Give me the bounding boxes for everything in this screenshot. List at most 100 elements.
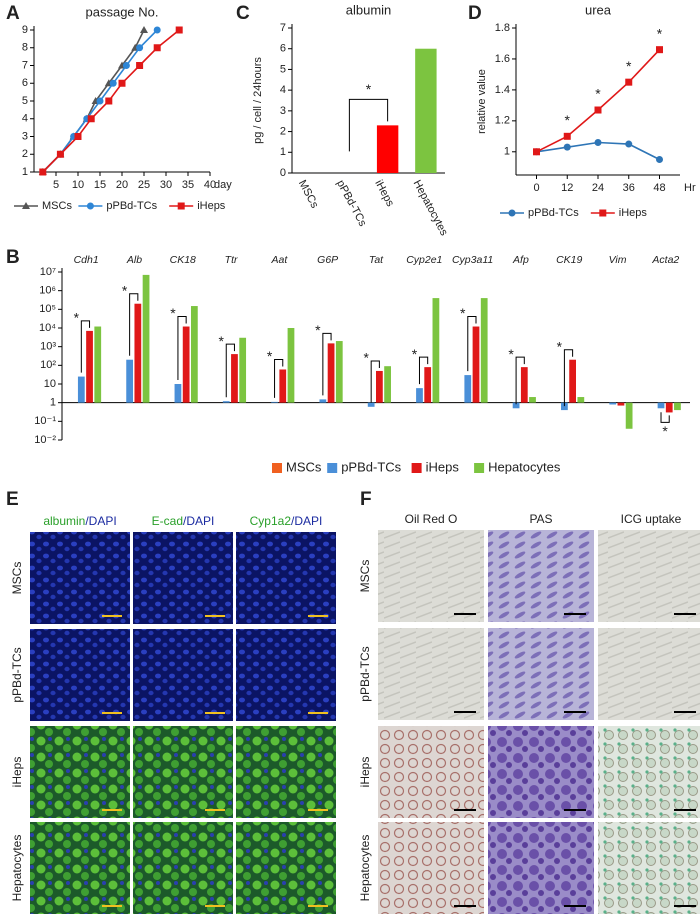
x-tick-label: 0 [533, 182, 539, 194]
x-tick-label: 48 [653, 182, 665, 194]
bar [367, 402, 375, 407]
bar [271, 401, 278, 403]
y-tick-label: 3 [22, 130, 28, 142]
bar [174, 384, 182, 403]
row-label: iHeps [10, 757, 24, 788]
marker [533, 148, 540, 156]
micrograph [488, 628, 594, 720]
marker [122, 62, 130, 69]
bracket [467, 316, 477, 372]
x-tick-label: iHeps [372, 178, 396, 209]
row-label: MSCs [358, 560, 372, 593]
x-tick-label: MSCs [296, 178, 321, 211]
category-label: CK18 [170, 254, 196, 266]
legend-label: iHeps [426, 459, 460, 474]
y-tick-label: 10² [40, 359, 56, 371]
micrograph [236, 726, 336, 818]
bracket [322, 332, 332, 396]
stain-name: /DAPI [85, 514, 116, 528]
bar [657, 402, 665, 409]
bar [561, 402, 568, 411]
significance: * [122, 282, 128, 298]
row-label: pPBd-TCs [10, 647, 24, 702]
bar [319, 399, 327, 403]
bracket [370, 360, 380, 403]
bar [94, 326, 102, 403]
bar [432, 298, 440, 403]
bracket [225, 343, 235, 398]
bar [520, 367, 528, 403]
bar [512, 402, 520, 409]
significance: * [170, 305, 176, 321]
x-tick-label: 20 [116, 179, 128, 191]
marker [625, 78, 633, 86]
micrograph [133, 532, 233, 624]
legend-label: pPBd-TCs [106, 200, 157, 212]
significance: * [508, 346, 514, 362]
bar [529, 397, 536, 403]
y-tick-label: 10⁻¹ [34, 415, 56, 427]
panel-label: A [6, 3, 20, 24]
micrograph [30, 726, 130, 818]
y-tick-label: 10⁶ [39, 285, 56, 297]
bar [77, 376, 85, 403]
significance: * [219, 333, 225, 349]
marker [594, 139, 602, 147]
bar [625, 402, 633, 429]
category-label: Aat [271, 254, 289, 266]
bar [287, 328, 295, 403]
x-tick-label: 35 [182, 179, 194, 191]
category-label: Tat [369, 254, 384, 266]
y-tick-label: 4 [280, 84, 286, 96]
marker [39, 168, 47, 176]
bracket [348, 98, 389, 152]
y-tick-label: 6 [22, 77, 28, 89]
bar [416, 388, 423, 403]
y-tick-label: 1 [504, 146, 510, 158]
bar [609, 402, 617, 405]
legend-label: Hepatocytes [488, 459, 561, 474]
significance: * [412, 346, 418, 362]
y-tick-label: 10 [44, 378, 56, 390]
significance: * [657, 25, 663, 41]
micrograph [488, 822, 594, 914]
chart-title: passage No. [86, 4, 159, 19]
bar [472, 326, 480, 403]
bar [190, 306, 198, 403]
micrograph [488, 530, 594, 622]
marker [105, 97, 113, 105]
bar [86, 330, 93, 403]
y-tick-label: 3 [280, 105, 286, 117]
column-header: PAS [529, 512, 552, 526]
category-label: Cyp2e1 [406, 254, 442, 266]
bar [665, 402, 673, 413]
legend-label: pPBd-TCs [528, 207, 579, 219]
y-tick-label: 1 [22, 166, 28, 178]
x-tick-label: 30 [160, 179, 172, 191]
micrograph [598, 628, 700, 720]
y-tick-label: 8 [22, 42, 28, 54]
category-label: Ttr [225, 254, 238, 266]
bar [126, 359, 134, 403]
bar [335, 341, 343, 403]
y-tick-label: 1 [280, 146, 286, 158]
micrograph [598, 822, 700, 914]
category-label: Afp [512, 254, 529, 266]
marker [136, 44, 144, 52]
marker [656, 156, 663, 164]
row-label: MSCs [10, 562, 24, 595]
marker [56, 150, 64, 158]
micrograph [236, 629, 336, 721]
significance: * [557, 338, 563, 354]
legend-swatch [327, 463, 338, 473]
x-tick-label: 24 [592, 182, 604, 194]
y-tick-label: 1 [50, 397, 56, 409]
category-label: Acta2 [651, 254, 679, 266]
stain-name: E-cad [152, 514, 183, 528]
stain-name: Cyp1a2 [250, 514, 292, 528]
x-axis-label: Hr [684, 182, 696, 194]
y-tick-label: 7 [280, 22, 286, 34]
y-axis-label: pg / cell / 24hours [252, 57, 264, 144]
y-tick-label: 5 [280, 63, 286, 75]
